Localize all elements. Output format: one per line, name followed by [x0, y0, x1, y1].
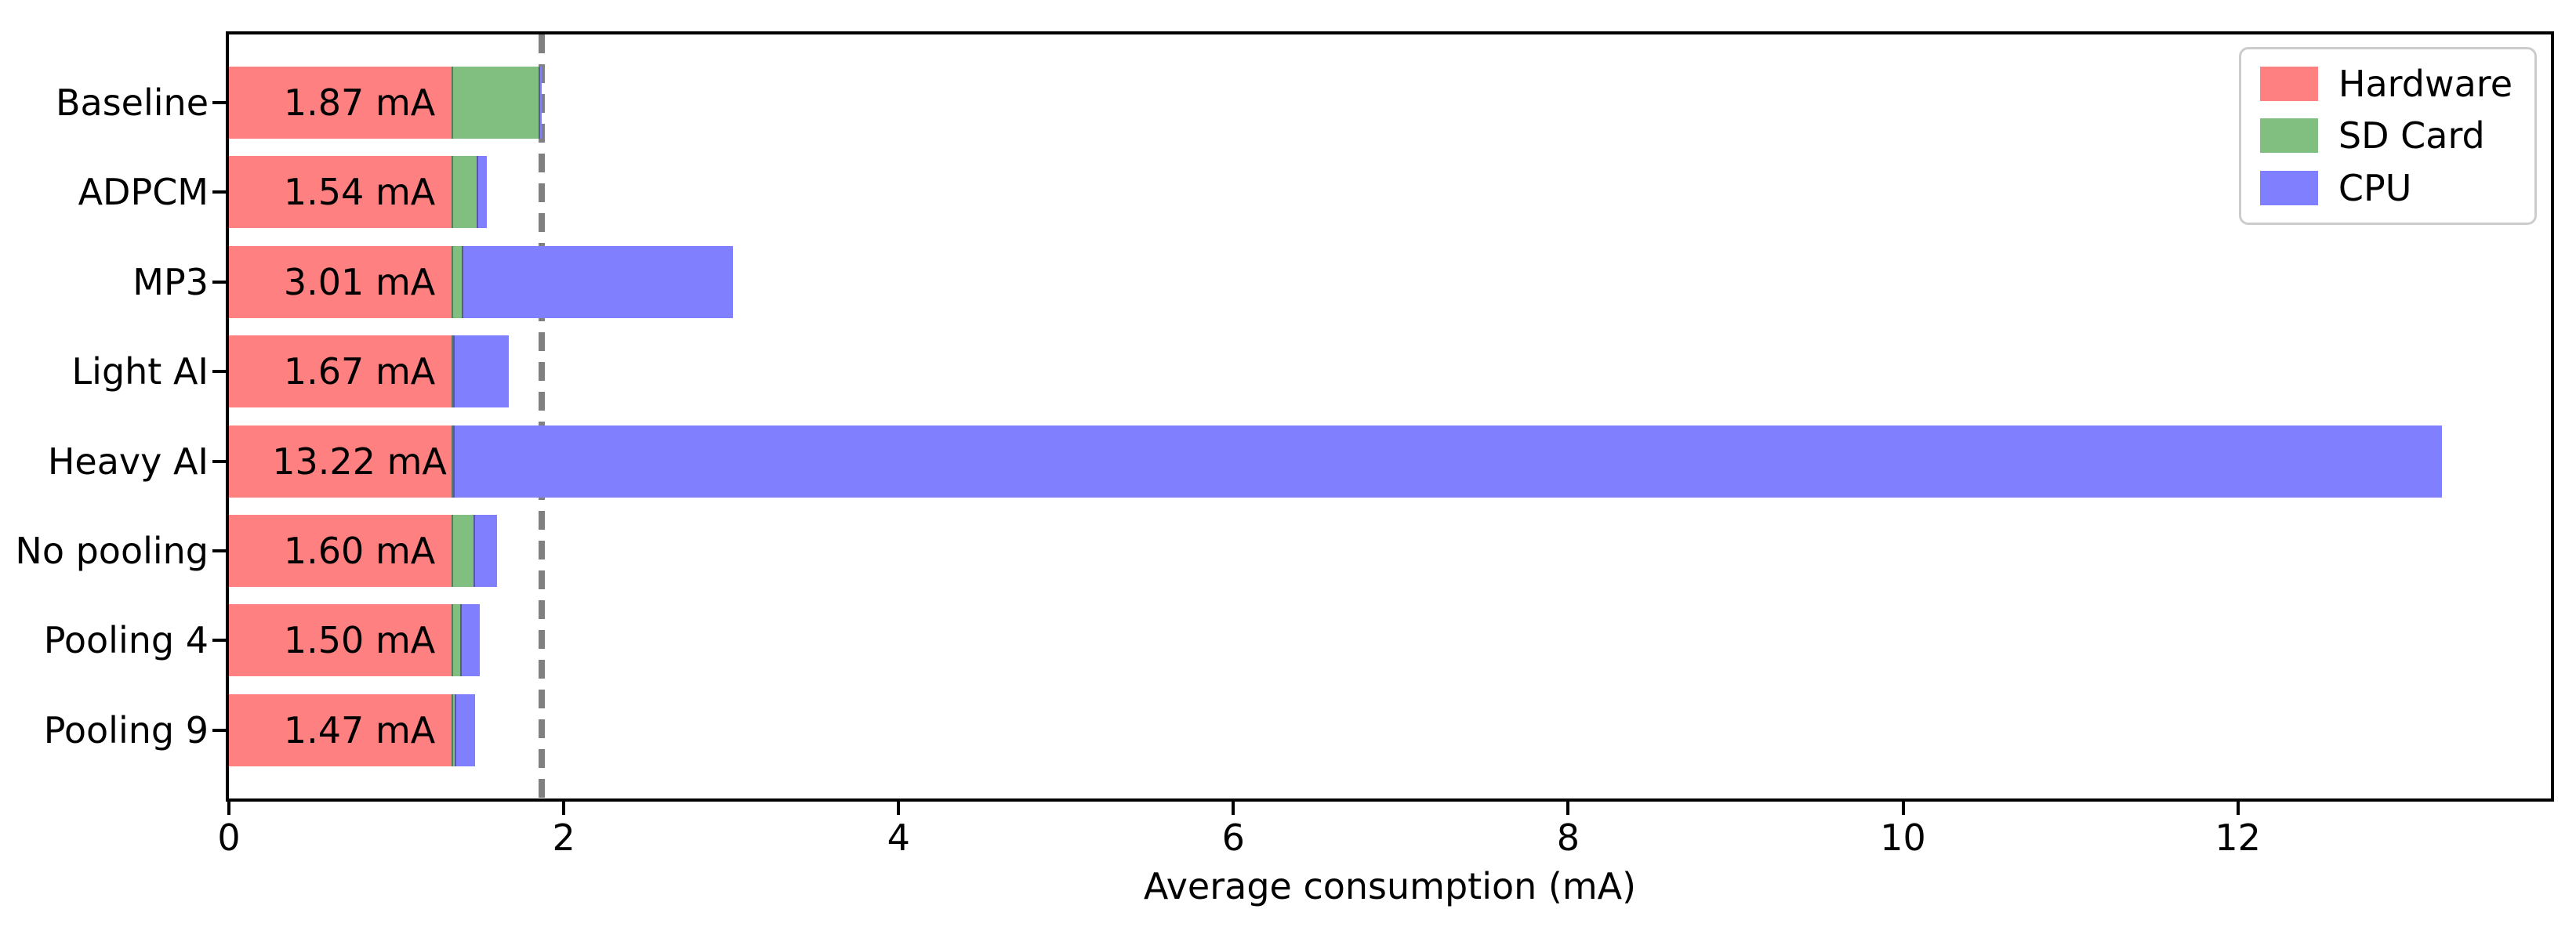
y-tick-mark: [212, 190, 226, 194]
x-tick-mark: [1232, 802, 1235, 815]
bar-segment-sd-card: [452, 515, 473, 587]
x-tick-mark: [562, 802, 566, 815]
x-tick-mark: [897, 802, 901, 815]
bar-segment-cpu: [455, 693, 475, 766]
y-tick-mark: [212, 101, 226, 104]
y-tick-mark: [212, 459, 226, 463]
bar-segment-cpu: [477, 156, 487, 229]
x-tick-mark: [2236, 802, 2240, 815]
bar-segment-cpu: [453, 335, 509, 408]
bar-segment-hardware: [229, 425, 452, 498]
bar-value-label: 1.50 mA: [283, 619, 436, 662]
plot-area-inner: Hardware SD Card CPU 1.87 mA 1.54 mA 3.01 mA…: [229, 34, 2551, 798]
bar-segment-hardware: [229, 604, 452, 677]
bar-segment-sd-card: [452, 693, 455, 766]
bar-segment-hardware: [229, 515, 452, 587]
x-axis-title: Average consumption (mA): [1143, 865, 1637, 907]
legend-swatch-icon: [2259, 67, 2318, 102]
x-tick-mark: [1566, 802, 1570, 815]
bar-value-label: 13.22 mA: [272, 440, 447, 483]
y-category-label: Pooling 9: [43, 708, 209, 751]
x-tick-label: 8: [1556, 817, 1580, 859]
y-category-label: Baseline: [55, 81, 209, 124]
bar-segment-cpu: [459, 604, 481, 677]
bar-segment-hardware: [229, 156, 452, 229]
bar-segment-cpu: [453, 425, 2443, 498]
y-category-label: No pooling: [15, 530, 209, 572]
bar-segment-hardware: [229, 335, 452, 408]
legend-label: Hardware: [2338, 63, 2513, 105]
bar-segment-cpu: [539, 67, 542, 139]
legend-label: SD Card: [2338, 114, 2485, 158]
bar-segment-sd-card: [452, 335, 454, 408]
x-tick-mark: [227, 802, 230, 815]
legend-swatch-icon: [2259, 170, 2318, 205]
legend-item-cpu: CPU: [2259, 166, 2513, 209]
bar-value-label: 1.47 mA: [283, 708, 436, 751]
bar-value-label: 3.01 mA: [283, 260, 436, 303]
baseline-reference-line: [539, 34, 546, 798]
x-tick-label: 12: [2215, 817, 2261, 859]
x-tick-label: 4: [887, 817, 910, 859]
bar-segment-sd-card: [452, 67, 539, 139]
y-tick-mark: [212, 728, 226, 732]
y-category-label: ADPCM: [78, 171, 209, 214]
legend: Hardware SD Card CPU: [2238, 47, 2537, 225]
y-tick-mark: [212, 549, 226, 552]
legend-item-hardware: Hardware: [2259, 63, 2513, 105]
plot-area: Hardware SD Card CPU 1.87 mA 1.54 mA 3.01 mA…: [226, 31, 2554, 802]
bar-segment-sd-card: [452, 604, 460, 677]
x-tick-label: 10: [1880, 817, 1926, 859]
y-category-label: Heavy AI: [47, 440, 209, 483]
y-axis-category-labels: Baseline ADPCM MP3 Light AI Heavy AI No pooli…: [0, 0, 209, 927]
legend-label: CPU: [2338, 166, 2412, 209]
y-tick-mark: [212, 280, 226, 284]
x-tick-label: 2: [552, 817, 575, 859]
bar-segment-sd-card: [452, 156, 477, 229]
bar-segment-cpu: [473, 515, 497, 587]
x-tick-label: 6: [1221, 817, 1245, 859]
bar-segment-sd-card: [452, 425, 454, 498]
bar-value-label: 1.67 mA: [283, 350, 436, 393]
bar-segment-sd-card: [452, 245, 462, 318]
bar-value-label: 1.60 mA: [283, 530, 436, 572]
legend-swatch-icon: [2259, 118, 2318, 154]
x-tick-mark: [1901, 802, 1905, 815]
y-tick-mark: [212, 370, 226, 374]
y-category-label: Pooling 4: [43, 619, 209, 662]
x-tick-label: 0: [217, 817, 241, 859]
bar-value-label: 1.87 mA: [283, 81, 436, 124]
bar-segment-hardware: [229, 67, 452, 139]
y-tick-mark: [212, 639, 226, 643]
bar-value-label: 1.54 mA: [283, 171, 436, 214]
bar-segment-hardware: [229, 693, 452, 766]
bar-segment-cpu: [461, 245, 733, 318]
y-category-label: MP3: [132, 260, 209, 303]
legend-item-sd-card: SD Card: [2259, 114, 2513, 158]
y-category-label: Light AI: [71, 350, 209, 393]
bar-segment-hardware: [229, 245, 452, 318]
